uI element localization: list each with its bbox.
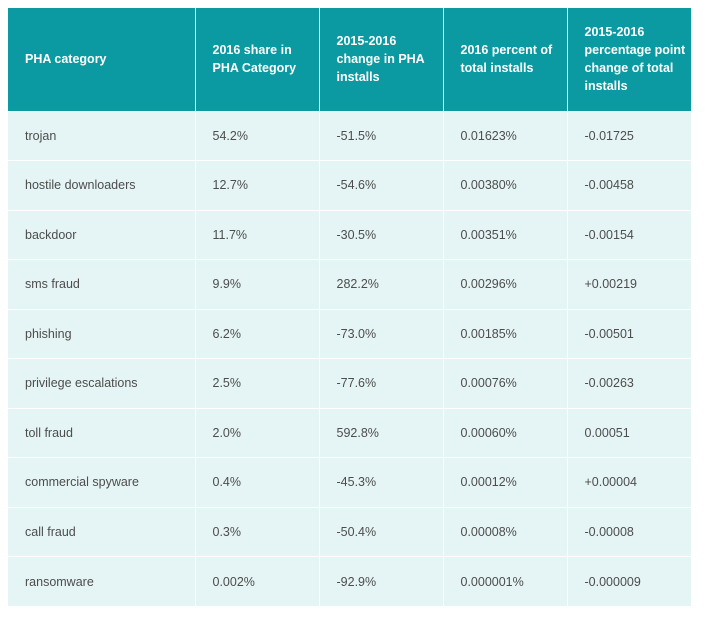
cell-percent: 0.00185% (443, 308, 568, 359)
cell-point-change: -0.00501 (567, 308, 691, 359)
pha-table-container: PHA category 2016 share in PHA Category … (8, 8, 691, 606)
cell-point-change: -0.00154 (567, 209, 691, 260)
cell-point-change: +0.00004 (567, 457, 691, 507)
cell-share: 2.5% (195, 358, 320, 408)
cell-category: commercial spyware (8, 457, 196, 507)
header-change-in-installs: 2015-2016 change in PHA installs (319, 8, 444, 111)
cell-share: 9.9% (195, 259, 320, 309)
cell-category: hostile downloaders (8, 160, 196, 210)
table-row: privilege escalations 2.5% -77.6% 0.0007… (8, 358, 691, 408)
cell-category: ransomware (8, 556, 196, 606)
table-row: sms fraud 9.9% 282.2% 0.00296% +0.00219 (8, 259, 691, 309)
cell-percent: 0.00380% (443, 160, 568, 210)
table-row: hostile downloaders 12.7% -54.6% 0.00380… (8, 160, 691, 210)
cell-change: -45.3% (319, 457, 444, 507)
cell-change: -92.9% (319, 556, 444, 606)
table-header: PHA category 2016 share in PHA Category … (8, 8, 691, 111)
cell-change: 282.2% (319, 259, 444, 309)
cell-percent: 0.000001% (443, 556, 568, 606)
cell-share: 0.4% (195, 457, 320, 507)
table-body: trojan 54.2% -51.5% 0.01623% -0.01725 ho… (8, 110, 691, 606)
cell-percent: 0.00076% (443, 358, 568, 408)
table-row: commercial spyware 0.4% -45.3% 0.00012% … (8, 457, 691, 507)
cell-point-change: -0.00263 (567, 358, 691, 408)
cell-change: -50.4% (319, 506, 444, 557)
cell-category: call fraud (8, 506, 196, 557)
cell-share: 11.7% (195, 209, 320, 260)
cell-change: -73.0% (319, 308, 444, 359)
cell-percent: 0.00008% (443, 506, 568, 557)
cell-share: 0.3% (195, 506, 320, 557)
table-row: toll fraud 2.0% 592.8% 0.00060% 0.00051 (8, 407, 691, 458)
cell-share: 6.2% (195, 308, 320, 359)
header-point-change: 2015-2016 percentage point change of tot… (567, 8, 691, 111)
table-row: trojan 54.2% -51.5% 0.01623% -0.01725 (8, 110, 691, 161)
cell-share: 54.2% (195, 110, 320, 161)
cell-percent: 0.00296% (443, 259, 568, 309)
cell-percent: 0.00060% (443, 407, 568, 458)
table-row: call fraud 0.3% -50.4% 0.00008% -0.00008 (8, 506, 691, 557)
cell-percent: 0.00012% (443, 457, 568, 507)
cell-change: 592.8% (319, 407, 444, 458)
cell-point-change: -0.01725 (567, 110, 691, 161)
cell-category: phishing (8, 308, 196, 359)
table-row: backdoor 11.7% -30.5% 0.00351% -0.00154 (8, 209, 691, 260)
header-pha-category: PHA category (8, 8, 196, 111)
cell-share: 0.002% (195, 556, 320, 606)
header-2016-share: 2016 share in PHA Category (195, 8, 320, 111)
cell-point-change: +0.00219 (567, 259, 691, 309)
cell-category: trojan (8, 110, 196, 161)
cell-share: 2.0% (195, 407, 320, 458)
cell-category: sms fraud (8, 259, 196, 309)
header-row: PHA category 2016 share in PHA Category … (8, 8, 691, 111)
cell-percent: 0.00351% (443, 209, 568, 260)
table-row: ransomware 0.002% -92.9% 0.000001% -0.00… (8, 556, 691, 606)
cell-category: toll fraud (8, 407, 196, 458)
pha-category-table: PHA category 2016 share in PHA Category … (8, 8, 691, 606)
cell-point-change: -0.00458 (567, 160, 691, 210)
cell-point-change: -0.00008 (567, 506, 691, 557)
cell-change: -54.6% (319, 160, 444, 210)
cell-change: -51.5% (319, 110, 444, 161)
cell-share: 12.7% (195, 160, 320, 210)
header-percent-total-installs: 2016 percent of total installs (443, 8, 568, 111)
cell-category: privilege escalations (8, 358, 196, 408)
table-row: phishing 6.2% -73.0% 0.00185% -0.00501 (8, 308, 691, 359)
cell-point-change: -0.000009 (567, 556, 691, 606)
cell-percent: 0.01623% (443, 110, 568, 161)
cell-point-change: 0.00051 (567, 407, 691, 458)
cell-change: -77.6% (319, 358, 444, 408)
cell-change: -30.5% (319, 209, 444, 260)
cell-category: backdoor (8, 209, 196, 260)
